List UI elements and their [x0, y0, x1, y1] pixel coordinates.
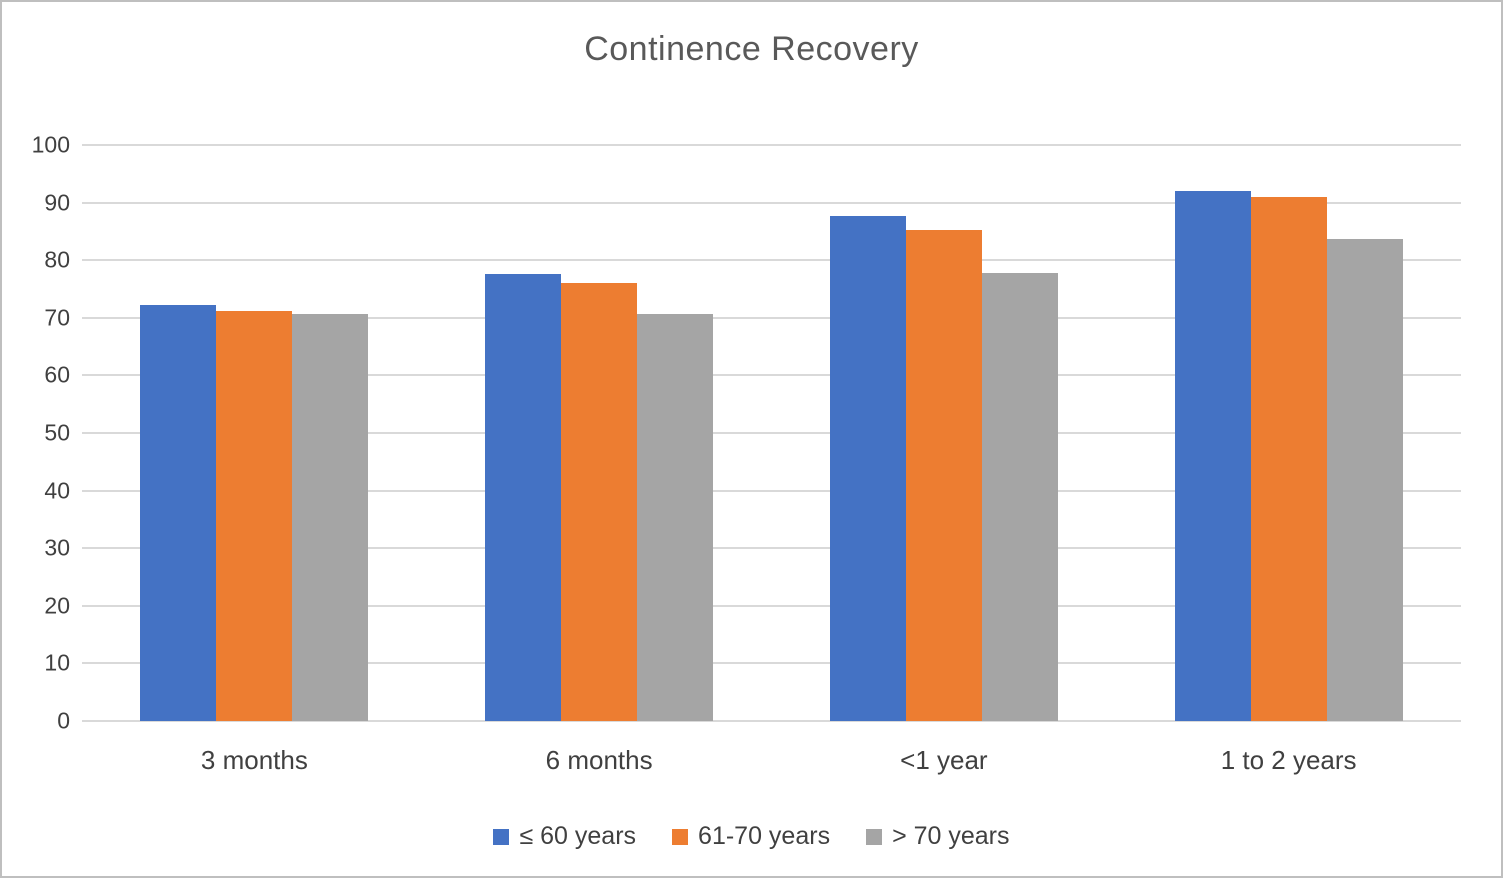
legend-label: > 70 years	[892, 822, 1010, 850]
y-tick-label-30: 30	[44, 534, 70, 561]
gridline-80	[82, 259, 1461, 262]
chart-legend: ≤ 60 years 61-70 years > 70 years	[2, 822, 1501, 851]
gridline-20	[82, 604, 1461, 607]
bar-group-3-months	[140, 145, 369, 721]
x-axis-label-6-months: 6 months	[545, 745, 653, 775]
chart-title: Continence Recovery	[584, 30, 919, 68]
bar--70-years-3-months	[292, 313, 369, 721]
y-tick-label-100: 100	[31, 131, 70, 158]
gridline-50	[82, 432, 1461, 434]
bar-group-6-months	[485, 145, 714, 721]
plot-area: 0 10 20 30 40 50 60 70 80 90 100	[32, 132, 1461, 734]
y-tick-label-80: 80	[44, 246, 70, 273]
bar-groups	[82, 145, 1461, 721]
gridline-60	[82, 374, 1461, 377]
gridline-40	[82, 489, 1461, 492]
gridline-0	[82, 720, 1461, 722]
bar--60-years-3-months	[140, 304, 217, 721]
bar-61-70-years-3-months	[216, 311, 293, 721]
bar-61-70-years--1-year	[905, 230, 982, 721]
x-axis-labels: 3 months 6 months <1 year 1 to 2 years	[82, 745, 1461, 776]
gridline-10	[82, 662, 1461, 665]
legend-swatch-icon	[672, 828, 689, 845]
gridline-100	[82, 144, 1461, 146]
legend-item--70-years: > 70 years	[866, 822, 1010, 851]
bar-61-70-years-1-to-2-years	[1250, 196, 1327, 721]
bar--60-years-1-to-2-years	[1174, 190, 1251, 721]
x-axis-label-3-months: 3 months	[200, 745, 308, 775]
y-tick-label-20: 20	[44, 592, 70, 619]
bar-61-70-years-6-months	[561, 282, 638, 721]
legend-label: 61-70 years	[698, 822, 831, 850]
y-tick-label-90: 90	[44, 189, 70, 216]
bar--70-years--1-year	[981, 272, 1058, 721]
legend-item--60-years: ≤ 60 years	[493, 822, 636, 851]
gridline-30	[82, 547, 1461, 550]
x-axis-label--1-year: <1 year	[900, 745, 988, 775]
bar-group-1-to-2-years	[1174, 145, 1403, 721]
y-tick-label-70: 70	[44, 304, 70, 331]
legend-swatch-icon	[493, 828, 510, 845]
x-axis-label-1-to-2-years: 1 to 2 years	[1220, 745, 1357, 775]
bar--60-years--1-year	[829, 215, 906, 721]
legend-label: ≤ 60 years	[519, 822, 637, 850]
y-tick-label-40: 40	[44, 477, 70, 504]
bar--60-years-6-months	[485, 274, 562, 721]
y-tick-label-10: 10	[44, 649, 70, 676]
y-tick-label-60: 60	[44, 361, 70, 388]
bar-group--1-year	[829, 145, 1058, 721]
legend-item-61-70-years: 61-70 years	[672, 822, 830, 851]
gridline-70	[82, 316, 1461, 319]
y-tick-label-50: 50	[44, 419, 70, 446]
gridline-90	[82, 201, 1461, 204]
y-tick-label-0: 0	[57, 707, 70, 734]
bar--70-years-1-to-2-years	[1326, 238, 1403, 721]
legend-swatch-icon	[866, 828, 883, 845]
bar--70-years-6-months	[637, 313, 714, 721]
